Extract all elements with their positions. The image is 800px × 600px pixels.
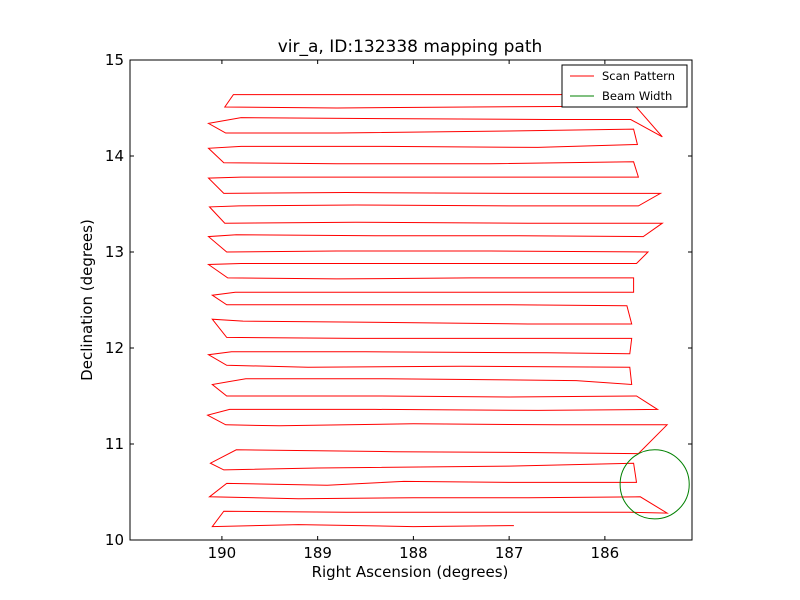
legend: Scan Pattern Beam Width xyxy=(561,64,688,108)
y-tick-label: 12 xyxy=(105,339,124,357)
legend-label-scan: Scan Pattern xyxy=(602,69,675,83)
x-tick-label: 189 xyxy=(303,544,332,562)
y-tick-label: 14 xyxy=(105,147,124,165)
y-axis-title: Declination (degrees) xyxy=(78,219,96,381)
x-axis-title: Right Ascension (degrees) xyxy=(312,563,509,581)
x-tick-label: 187 xyxy=(495,544,524,562)
x-axis: 190 189 188 187 186 xyxy=(208,60,620,562)
beam-width-circle xyxy=(619,449,690,520)
chart-title: vir_a, ID:132338 mapping path xyxy=(278,37,543,57)
y-tick-label: 10 xyxy=(105,531,124,549)
x-tick-label: 186 xyxy=(591,544,620,562)
scan-pattern-line xyxy=(206,93,669,528)
y-tick-label: 15 xyxy=(105,51,124,69)
legend-box xyxy=(561,64,688,108)
series-layer xyxy=(206,93,690,528)
y-tick-label: 11 xyxy=(105,435,124,453)
x-tick-label: 190 xyxy=(208,544,237,562)
plot-area: 190 189 188 187 186 10 11 12 13 14 15 xyxy=(105,51,693,562)
y-axis: 10 11 12 13 14 15 xyxy=(105,51,692,549)
x-tick-label: 188 xyxy=(399,544,428,562)
plot-frame xyxy=(129,59,693,541)
legend-label-beam: Beam Width xyxy=(602,89,672,103)
y-tick-label: 13 xyxy=(105,243,124,261)
